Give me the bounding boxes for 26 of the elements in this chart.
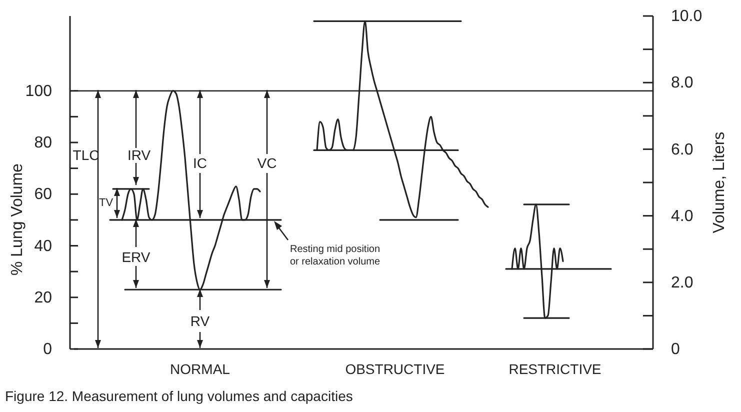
y2-tick-label: 0	[671, 341, 680, 358]
y2-axis-title: Volume, Liters	[711, 132, 728, 234]
y2-tick-label: 6.0	[671, 141, 694, 158]
y-tick-label: 20	[34, 289, 52, 306]
annotation: IC	[193, 155, 207, 171]
annotation: Resting mid position or relaxation volume	[290, 244, 380, 268]
y-axis-title: % Lung Volume	[9, 163, 26, 276]
y-tick-label: 40	[34, 238, 52, 255]
caption: Figure 12. Measurement of lung volumes and capacities	[5, 388, 353, 404]
y2-tick-label: 4.0	[671, 208, 694, 225]
annotation: ERV	[122, 249, 151, 265]
annotation: VC	[257, 155, 277, 171]
y2-tick-label: 8.0	[671, 74, 694, 92]
y-tick-label: 0	[43, 341, 52, 358]
text: NORMAL	[170, 361, 230, 377]
text: RESTRICTIVE	[508, 361, 602, 377]
y2-tick-label: 10.0	[671, 8, 702, 26]
y-tick-label: 100	[25, 82, 52, 100]
annotation: RV	[190, 313, 210, 329]
y-tick-label: 80	[34, 134, 52, 152]
text: OBSTRUCTIVE	[345, 361, 445, 377]
y-tick-label: 60	[34, 186, 52, 204]
y2-tick-label: 2.0	[671, 274, 694, 292]
annotation: TLC	[72, 147, 100, 163]
annotation: TV	[98, 197, 114, 209]
annotation: IRV	[127, 147, 152, 163]
